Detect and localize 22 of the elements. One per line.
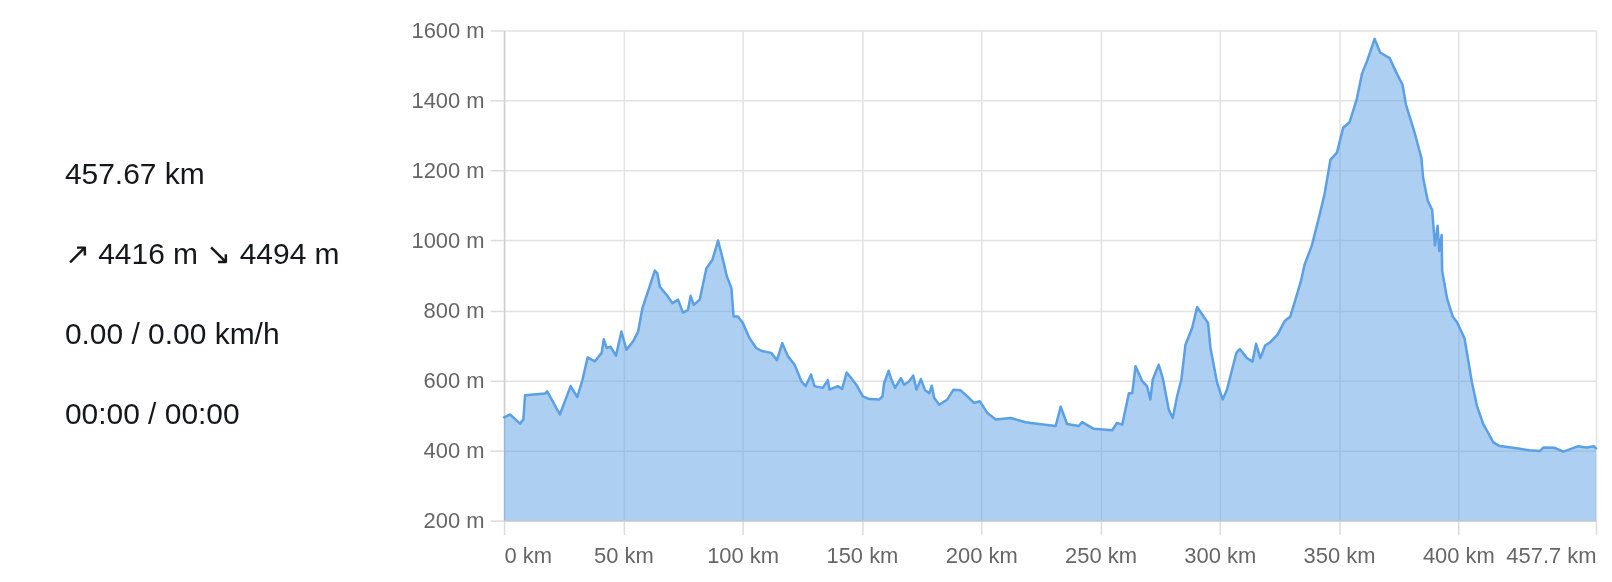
y-tick-label: 1200 m xyxy=(411,157,485,183)
text: 457.67 km xyxy=(64,157,205,191)
y-tick-label: 600 m xyxy=(423,368,485,394)
x-tick-label: 250 km xyxy=(1065,542,1137,568)
x-tick-label: 0 km xyxy=(504,542,553,568)
y-tick-label: 200 m xyxy=(423,508,485,534)
x-tick-label: 300 km xyxy=(1184,542,1257,568)
x-tick-label: 100 km xyxy=(707,542,780,568)
x-tick-label: 400 km xyxy=(1422,542,1495,568)
x-tick-label: 200 km xyxy=(945,542,1018,568)
y-tick-label: 1400 m xyxy=(411,87,485,113)
text: ↗ 4416 m ↘ 4494 m xyxy=(64,237,340,271)
y-tick-label: 800 m xyxy=(423,298,485,324)
y-tick-label: 400 m xyxy=(423,438,485,464)
x-tick-label: 150 km xyxy=(826,542,899,568)
x-tick-label: 350 km xyxy=(1303,542,1376,568)
x-tick-label: 457.7 km xyxy=(1506,542,1597,568)
x-tick-label: 50 km xyxy=(593,542,654,568)
text: 0.00 / 0.00 km/h xyxy=(64,316,280,350)
y-tick-label: 1000 m xyxy=(411,227,485,253)
text: 00:00 / 00:00 xyxy=(64,396,240,430)
y-tick-label: 1600 m xyxy=(411,17,485,43)
